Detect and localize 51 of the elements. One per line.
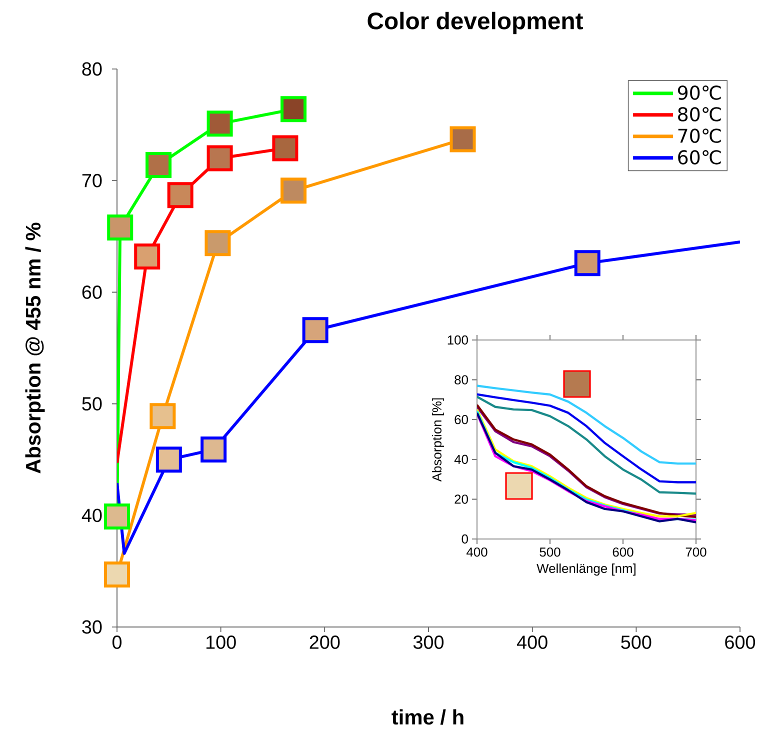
point [206, 145, 233, 172]
x-tick-label: 100 [206, 636, 236, 649]
point [272, 135, 298, 162]
x-tick-label: 0 [112, 636, 122, 649]
legend-label: 70℃ [678, 128, 721, 143]
point [280, 96, 307, 122]
y-tick-label: 40 [82, 508, 102, 522]
point [156, 446, 182, 473]
point [134, 243, 160, 270]
line-series [117, 240, 740, 555]
legend-label: 80℃ [678, 107, 721, 122]
x-tick-label: 300 [413, 636, 444, 649]
x-tick-label: 200 [310, 636, 340, 649]
y-tick-label: 30 [82, 620, 102, 634]
y-tick-label: 60 [454, 415, 468, 424]
x-axis-title: time / h [392, 709, 464, 725]
point [167, 182, 194, 208]
x-tick-label: 500 [621, 636, 652, 649]
chart-title: Color development [368, 12, 583, 34]
y-axis-title: Absorption [%] [432, 398, 444, 482]
y-tick-label: 40 [454, 454, 468, 464]
x-tick-label: 600 [725, 636, 756, 649]
x-tick-label: 400 [516, 636, 548, 649]
legend-label: 90℃ [678, 86, 721, 100]
y-tick-label: 50 [82, 397, 102, 410]
point [104, 504, 130, 530]
point [450, 126, 476, 152]
point [280, 178, 307, 204]
point [204, 230, 231, 256]
point [104, 562, 130, 588]
point [146, 152, 172, 178]
x-tick-label: 500 [540, 548, 560, 557]
x-axis-title: Wellenlänge [nm] [536, 564, 636, 576]
y-tick-label: 20 [454, 494, 468, 504]
point [200, 436, 227, 463]
y-tick-label: 70 [82, 174, 102, 188]
y-tick-label: 100 [448, 335, 468, 345]
x-tick-label: 600 [612, 548, 634, 557]
y-tick-label: 60 [82, 285, 102, 299]
point [107, 214, 134, 240]
y-tick-label: 80 [82, 62, 102, 76]
y-tick-label: 0 [462, 534, 468, 544]
point [574, 250, 600, 276]
point [302, 317, 328, 344]
x-tick-label: 700 [686, 548, 706, 557]
legend-label: 60℃ [678, 150, 721, 164]
y-tick-label: 80 [454, 375, 468, 384]
point [150, 403, 176, 430]
point [206, 110, 233, 137]
y-axis-title: Absorption @ 455 nm / % [25, 222, 45, 474]
x-tick-label: 400 [466, 548, 488, 557]
